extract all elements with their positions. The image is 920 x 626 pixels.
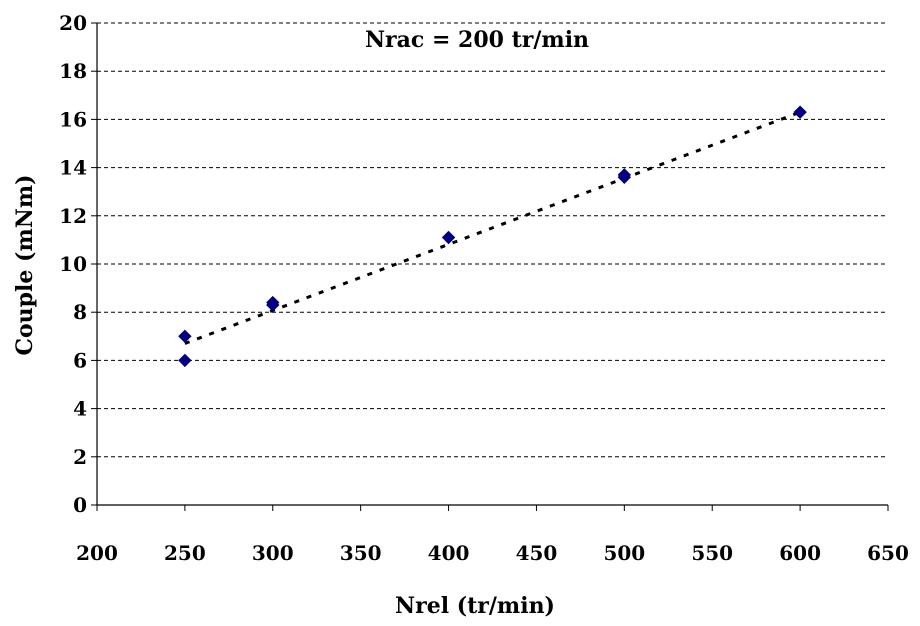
x-tick-label: 450	[516, 541, 558, 565]
x-tick-label: 400	[428, 541, 470, 565]
trendline	[184, 110, 801, 345]
annotation-label: Nrac = 200 tr/min	[365, 27, 589, 53]
y-axis-title: Couple (mNm)	[12, 174, 38, 355]
x-tick-label: 550	[691, 541, 733, 565]
x-tick-label: 500	[603, 541, 645, 565]
data-point	[178, 329, 192, 344]
x-tick-label: 250	[164, 541, 206, 565]
y-tick-label: 18	[59, 59, 87, 83]
y-tick-label: 16	[59, 107, 87, 131]
x-axis-title: Nrel (tr/min)	[395, 593, 555, 619]
x-tick-label: 200	[76, 541, 118, 565]
x-tick-label: 350	[340, 541, 382, 565]
data-points	[178, 105, 807, 368]
x-tick-labels: 200 250 300 350 400 450 500 550 600 650	[76, 541, 909, 565]
axes	[91, 22, 889, 511]
y-tick-label: 4	[73, 397, 87, 421]
data-point	[441, 230, 456, 245]
trendline-line	[184, 110, 801, 345]
y-tick-label: 2	[73, 445, 87, 469]
data-point	[617, 170, 632, 184]
y-tick-label: 20	[59, 11, 87, 35]
x-tick-label: 650	[867, 541, 909, 565]
x-tick-label: 300	[252, 541, 294, 565]
y-tick-label: 10	[59, 252, 87, 276]
data-point	[178, 353, 192, 368]
grid-lines	[97, 22, 888, 458]
y-tick-label: 0	[73, 493, 87, 517]
y-tick-label: 6	[73, 348, 87, 372]
y-tick-label: 12	[59, 204, 87, 228]
y-tick-label: 14	[59, 156, 87, 180]
x-tick-label: 600	[779, 541, 821, 565]
data-point	[793, 105, 807, 119]
data-point	[266, 298, 280, 312]
y-tick-labels: 0 2 4 6 8 10 12 14 16 18 20	[59, 11, 87, 517]
y-tick-label: 8	[73, 300, 87, 324]
